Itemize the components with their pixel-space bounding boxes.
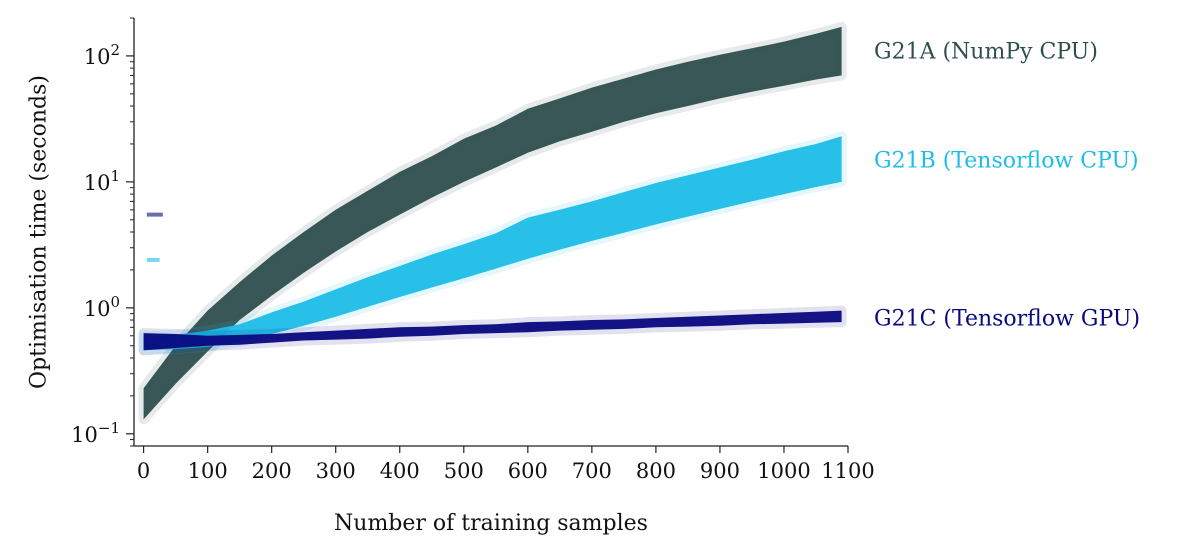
y-tick-label: 101 bbox=[84, 167, 120, 195]
series-label-g21c: G21C (Tensorflow GPU) bbox=[874, 306, 1140, 331]
x-axis-label: Number of training samples bbox=[334, 511, 648, 536]
y-tick-label: 10−1 bbox=[71, 419, 120, 447]
x-tick-label: 700 bbox=[572, 459, 612, 483]
series-label-g21b: G21B (Tensorflow CPU) bbox=[874, 149, 1139, 174]
y-tick-label: 102 bbox=[84, 41, 120, 69]
y-axis-label: Optimisation time (seconds) bbox=[27, 75, 52, 389]
x-tick-label: 0 bbox=[137, 459, 150, 483]
y-axis-ticks: 10−1 100 101 102 bbox=[71, 17, 134, 447]
x-tick-label: 1000 bbox=[757, 459, 810, 483]
series-band-g21a bbox=[143, 26, 842, 420]
y-tick-label: 100 bbox=[84, 293, 120, 321]
x-tick-label: 400 bbox=[380, 459, 420, 483]
series-label-g21a: G21A (NumPy CPU) bbox=[874, 40, 1098, 65]
x-tick-label: 300 bbox=[316, 459, 356, 483]
x-tick-label: 900 bbox=[700, 459, 740, 483]
x-tick-label: 800 bbox=[636, 459, 676, 483]
outlier-points bbox=[146, 212, 163, 262]
x-tick-label: 1100 bbox=[821, 459, 874, 483]
series-band-g21c bbox=[143, 310, 842, 351]
x-tick-label: 200 bbox=[252, 459, 292, 483]
x-tick-label: 500 bbox=[444, 459, 484, 483]
series-band-g21b bbox=[143, 136, 842, 351]
x-tick-label: 600 bbox=[508, 459, 548, 483]
series-bands bbox=[138, 21, 847, 425]
x-axis-ticks: 0 100 200 300 400 500 600 700 800 900 1000 1100 bbox=[137, 446, 875, 483]
x-tick-label: 100 bbox=[188, 459, 228, 483]
series-labels: G21A (NumPy CPU) G21B (Tensorflow CPU) G21… bbox=[874, 40, 1140, 332]
